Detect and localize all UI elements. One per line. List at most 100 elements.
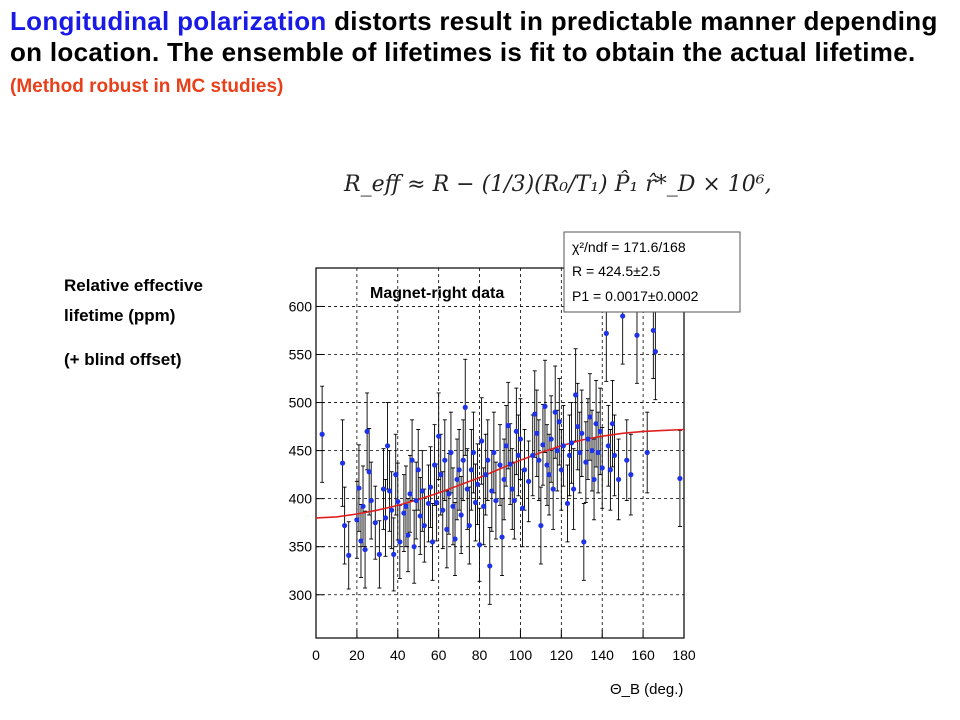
- y-tick-label: 500: [289, 395, 313, 411]
- x-tick-label: 120: [550, 647, 574, 663]
- data-point: [591, 476, 597, 483]
- data-point: [552, 409, 558, 415]
- data-point: [425, 500, 432, 507]
- data-point: [634, 332, 640, 338]
- data-point: [466, 522, 472, 529]
- data-point: [360, 503, 366, 509]
- data-point: [440, 507, 446, 513]
- data-point: [397, 539, 403, 545]
- data-point: [489, 488, 495, 494]
- data-point: [427, 484, 434, 490]
- data-point: [415, 467, 421, 473]
- data-point: [419, 488, 425, 494]
- data-point: [599, 465, 605, 471]
- headline-note: (Method robust in MC studies): [10, 76, 284, 97]
- data-point: [319, 431, 325, 437]
- data-point: [491, 449, 497, 456]
- x-tick-label: 100: [509, 647, 533, 663]
- data-point: [587, 414, 593, 420]
- data-point: [342, 522, 348, 529]
- data-point: [460, 457, 466, 463]
- data-point: [436, 433, 442, 439]
- data-point: [421, 522, 427, 529]
- data-point: [556, 419, 562, 425]
- headline-text: distorts result in predictable manner de…: [10, 6, 938, 67]
- data-point: [411, 544, 417, 550]
- x-tick-label: 140: [591, 647, 615, 663]
- data-point: [403, 503, 409, 509]
- data-point: [568, 440, 575, 446]
- data-point: [624, 457, 630, 463]
- data-point: [346, 552, 352, 558]
- data-point: [454, 476, 460, 483]
- x-tick-label: 60: [431, 647, 447, 663]
- data-point: [605, 443, 611, 449]
- data-point: [511, 497, 517, 504]
- y-tick-label: 350: [289, 539, 313, 555]
- y-tick-label: 400: [289, 491, 313, 507]
- x-tick-label: 80: [472, 647, 488, 663]
- y-axis-description-line1: Relative effective: [64, 276, 203, 295]
- data-point: [521, 467, 528, 473]
- data-point: [677, 475, 683, 482]
- data-point: [554, 447, 560, 454]
- plot-frame: [315, 267, 685, 639]
- data-point: [526, 478, 532, 484]
- y-axis-description-line2: lifetime (ppm): [64, 306, 176, 325]
- data-point: [550, 486, 556, 492]
- data-point: [366, 469, 372, 475]
- data-point: [485, 457, 491, 463]
- error-bars: [320, 267, 682, 605]
- data-point: [387, 488, 393, 494]
- data-point: [583, 459, 589, 465]
- data-point: [476, 542, 483, 548]
- data-point: [503, 443, 509, 449]
- data-point: [620, 313, 626, 319]
- data-point: [384, 443, 391, 449]
- data-point: [505, 423, 511, 429]
- data-point: [442, 457, 448, 463]
- data-point: [354, 517, 360, 523]
- data-point: [487, 563, 493, 569]
- data-point: [470, 449, 477, 456]
- data-point: [464, 486, 470, 492]
- data-point: [481, 503, 487, 509]
- data-point: [611, 452, 618, 459]
- data-point: [538, 522, 544, 529]
- data-point: [468, 467, 474, 473]
- data-point: [560, 443, 566, 449]
- data-point: [593, 421, 599, 427]
- x-tick-label: 160: [631, 647, 655, 663]
- y-tick-label: 300: [289, 587, 313, 603]
- y-tick-labels: 300 350 400 450 500 550 600: [289, 298, 313, 602]
- y-axis-description-line3: (+ blind offset): [64, 350, 182, 369]
- data-point: [575, 423, 581, 430]
- x-tick-label: 20: [349, 647, 365, 663]
- data-point: [401, 510, 407, 516]
- data-point: [474, 481, 481, 487]
- data-point: [413, 497, 419, 504]
- data-point: [356, 485, 362, 491]
- data-point: [540, 442, 546, 448]
- data-point: [405, 532, 411, 538]
- data-point: [407, 491, 413, 497]
- data-point: [534, 430, 540, 436]
- x-axis-label: Θ_B (deg.): [610, 681, 683, 698]
- data-point: [577, 449, 583, 456]
- data-point: [391, 551, 397, 557]
- data-point: [458, 512, 464, 518]
- stats-R: R = 424.5±2.5: [572, 263, 660, 279]
- lifetime-formula: R_eff ≈ R − (1/3)(R₀/T₁) P̂₁ r̂*_D × 10⁶…: [344, 172, 772, 197]
- data-point: [434, 499, 440, 506]
- y-tick-label: 600: [289, 298, 313, 314]
- data-point: [628, 472, 634, 478]
- data-point: [395, 498, 401, 505]
- data-point: [548, 436, 554, 442]
- headline-highlight: Longitudinal polarization: [10, 6, 327, 36]
- data-point: [339, 460, 346, 466]
- y-tick-label: 450: [289, 443, 313, 459]
- data-point: [362, 546, 368, 553]
- data-point: [532, 411, 538, 417]
- data-point: [615, 476, 622, 483]
